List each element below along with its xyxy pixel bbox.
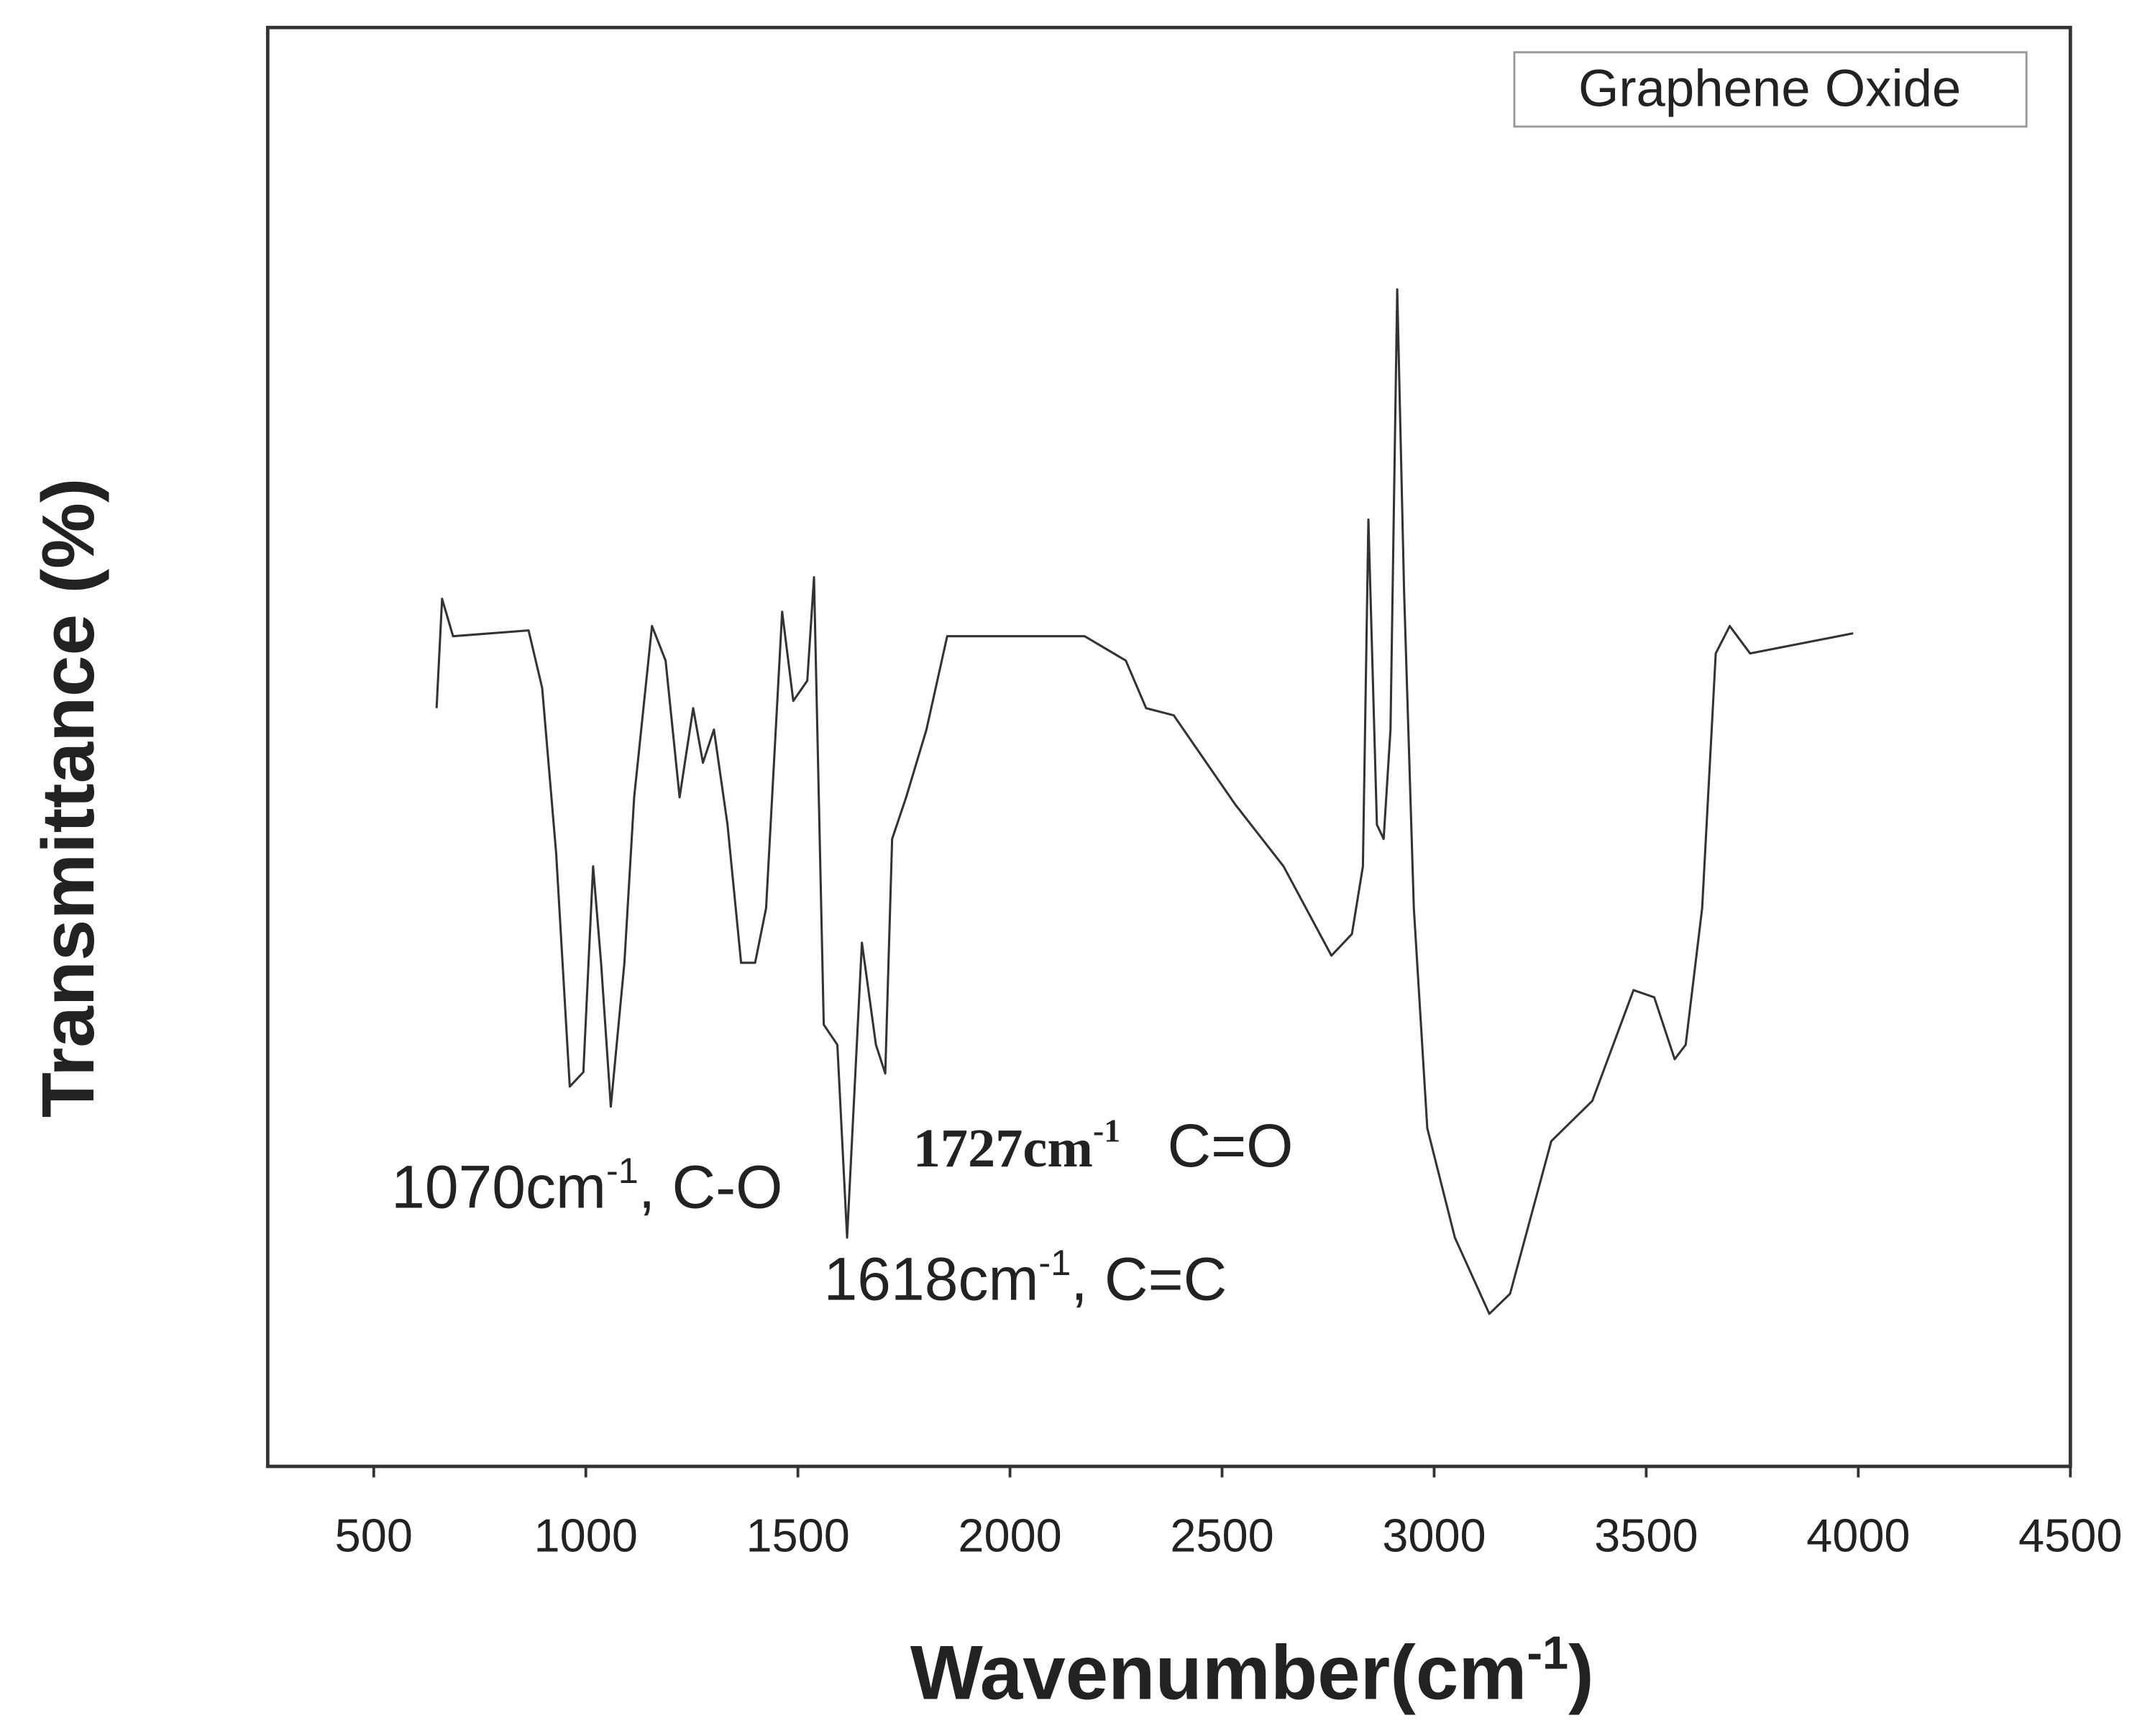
x-tick-label: 4500 (2018, 1509, 2122, 1562)
spectrum-line (435, 288, 1854, 1315)
y-axis-label: Transmittance (%) (27, 478, 109, 1118)
annotation-sup: -1 (606, 1150, 639, 1191)
x-tick-label: 500 (335, 1509, 413, 1562)
x-axis-label-sup: -1 (1527, 1626, 1568, 1678)
x-tick-label: 3000 (1382, 1509, 1486, 1562)
x-axis-label-main: Wavenumber(cm (910, 1629, 1527, 1715)
annotation-group: , C=C (1071, 1246, 1227, 1313)
legend-label: Graphene Oxide (1578, 59, 1961, 117)
annotation: 1618cm-1, C=C (824, 1242, 1227, 1312)
annotation-group: C=O (1151, 1112, 1293, 1179)
legend-box (1513, 51, 2028, 128)
plot-frame (265, 25, 2072, 1468)
annotation-value: 1727cm (913, 1118, 1093, 1179)
x-tick-label: 4000 (1806, 1509, 1910, 1562)
x-tick-label: 2000 (958, 1509, 1061, 1562)
x-tick-label: 2500 (1170, 1509, 1273, 1562)
annotation: 1727cm-1 C=O (913, 1112, 1294, 1179)
annotation-value: 1070cm (391, 1153, 606, 1220)
x-tick-label: 3500 (1594, 1509, 1698, 1562)
annotation-group: , C-O (639, 1153, 783, 1220)
x-axis-label: Wavenumber(cm-1) (910, 1626, 1594, 1715)
annotation-sup: -1 (1038, 1242, 1071, 1283)
annotation-value: 1618cm (824, 1246, 1039, 1313)
x-tick-label: 1000 (534, 1509, 638, 1562)
annotation-sup: -1 (1093, 1113, 1120, 1149)
x-axis-label-end: ) (1568, 1629, 1594, 1715)
x-tick-label: 1500 (746, 1509, 849, 1562)
annotation: 1070cm-1, C-O (391, 1150, 782, 1220)
